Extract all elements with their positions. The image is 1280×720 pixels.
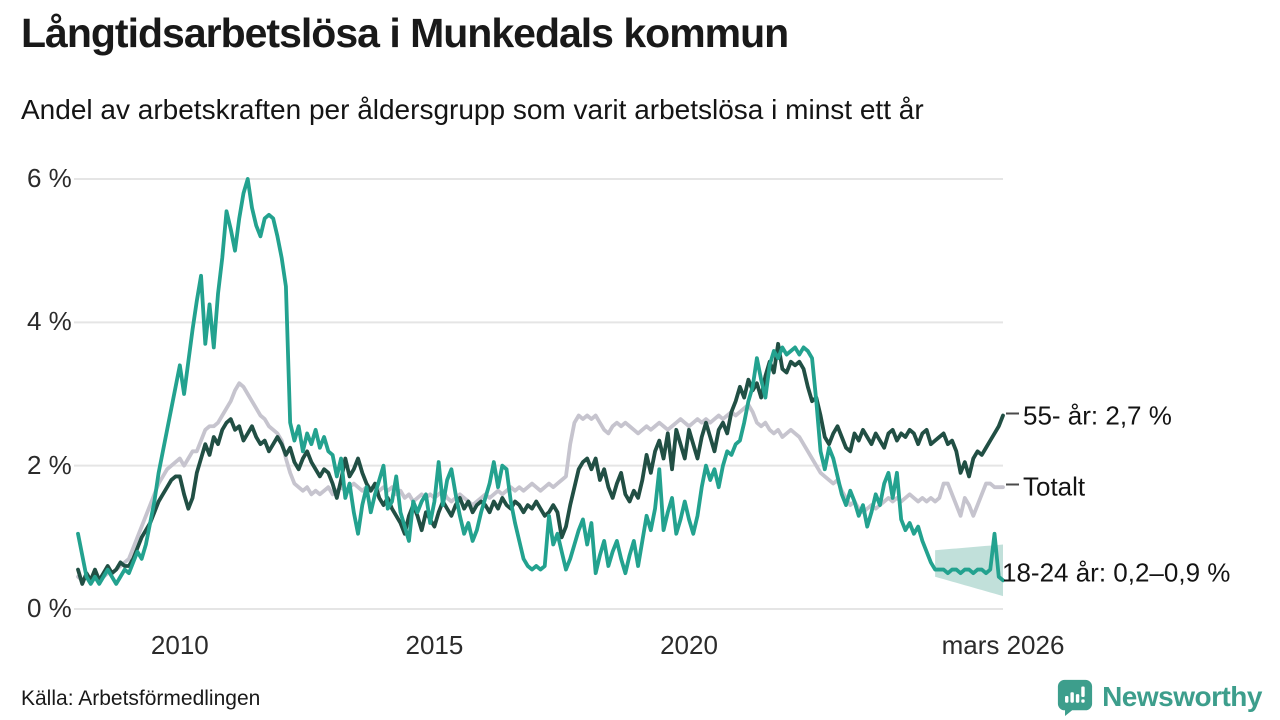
x-axis-tick-label: 2010 xyxy=(150,630,209,660)
page-title: Långtidsarbetslösa i Munkedals kommun xyxy=(21,10,789,56)
newsworthy-logo: Newsworthy xyxy=(1056,678,1262,716)
newsworthy-bubble-icon xyxy=(1057,679,1093,716)
label-tick-dash xyxy=(1006,412,1019,415)
series-line-55--år xyxy=(76,341,1005,586)
bar-chart-glyph xyxy=(1065,686,1085,703)
y-axis-tick-label: 0 % xyxy=(27,593,72,623)
speech-bubble-shape xyxy=(1057,679,1093,716)
series-line-18-24-år xyxy=(76,177,1005,586)
y-axis-tick-label: 4 % xyxy=(27,306,72,337)
series-end-label-55--år: 55- år: 2,7 % xyxy=(1006,400,1172,431)
series-end-label-18-24-år: 18-24 år: 0,2–0,9 % xyxy=(1002,557,1231,588)
label-tick-dash xyxy=(1006,483,1019,486)
y-axis-tick-label: 6 % xyxy=(27,163,72,193)
newsworthy-wordmark: Newsworthy xyxy=(1102,681,1262,712)
x-axis-tick-label: 2020 xyxy=(660,630,718,660)
x-axis-tick-label: 2015 xyxy=(405,630,464,660)
series-line-Totalt xyxy=(76,381,1005,583)
source-note: Källa: Arbetsförmedlingen xyxy=(21,687,261,710)
page-subtitle: Andel av arbetskraften per åldersgrupp s… xyxy=(21,94,924,125)
y-axis-tick-label: 2 % xyxy=(27,449,72,480)
series-end-label-Totalt: Totalt xyxy=(1006,472,1085,503)
x-axis-tick-label: mars 2026 xyxy=(941,630,1065,660)
